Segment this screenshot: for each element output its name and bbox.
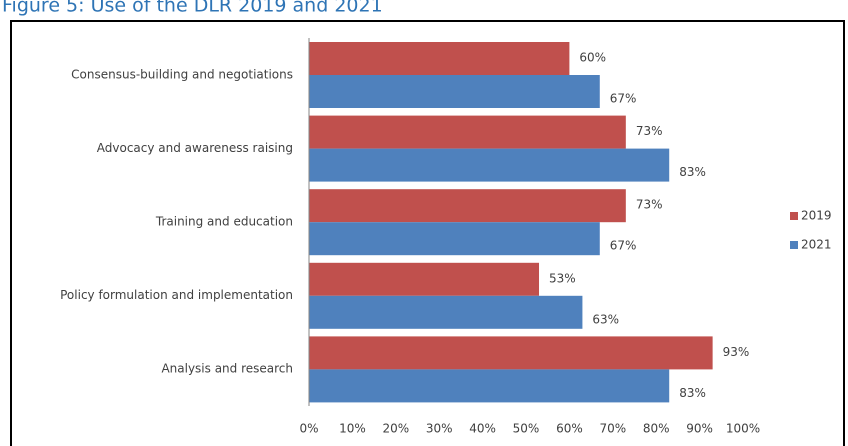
value-label: 83% (679, 165, 706, 179)
value-label: 60% (579, 51, 606, 65)
x-tick-label: 90% (686, 422, 713, 436)
bar (309, 148, 670, 182)
x-tick-label: 10% (339, 422, 366, 436)
x-tick-label: 50% (513, 422, 540, 436)
legend-label: 2019 (801, 209, 832, 223)
value-label: 67% (610, 239, 637, 253)
x-tick-label: 40% (469, 422, 496, 436)
x-tick-label: 60% (556, 422, 583, 436)
value-label: 67% (610, 92, 637, 106)
x-tick-label: 20% (382, 422, 409, 436)
bar (309, 369, 670, 403)
bar (309, 222, 600, 256)
y-tick-label: Training and education (155, 215, 293, 229)
value-label: 93% (723, 345, 750, 359)
legend-swatch (790, 241, 798, 249)
x-tick-label: 100% (726, 422, 760, 436)
bar (309, 42, 570, 75)
legend-swatch (790, 212, 798, 220)
y-tick-label: Analysis and research (161, 362, 293, 376)
y-tick-label: Advocacy and awareness raising (97, 141, 293, 155)
x-tick-label: 30% (426, 422, 453, 436)
y-tick-label: Policy formulation and implementation (60, 288, 293, 302)
legend-label: 2021 (801, 238, 832, 252)
x-tick-label: 70% (599, 422, 626, 436)
x-tick-label: 0% (299, 422, 318, 436)
bar (309, 115, 626, 149)
bar (309, 295, 583, 329)
bar (309, 75, 600, 108)
bar (309, 189, 626, 223)
chart-title: Figure 5: Use of the DLR 2019 and 2021 (2, 0, 383, 17)
value-label: 73% (636, 198, 663, 212)
bar (309, 336, 713, 370)
bar (309, 262, 540, 296)
value-label: 83% (679, 386, 706, 400)
x-tick-label: 80% (643, 422, 670, 436)
value-label: 73% (636, 124, 663, 138)
value-label: 63% (592, 312, 619, 326)
y-tick-label: Consensus-building and negotiations (71, 67, 293, 81)
value-label: 53% (549, 271, 576, 285)
